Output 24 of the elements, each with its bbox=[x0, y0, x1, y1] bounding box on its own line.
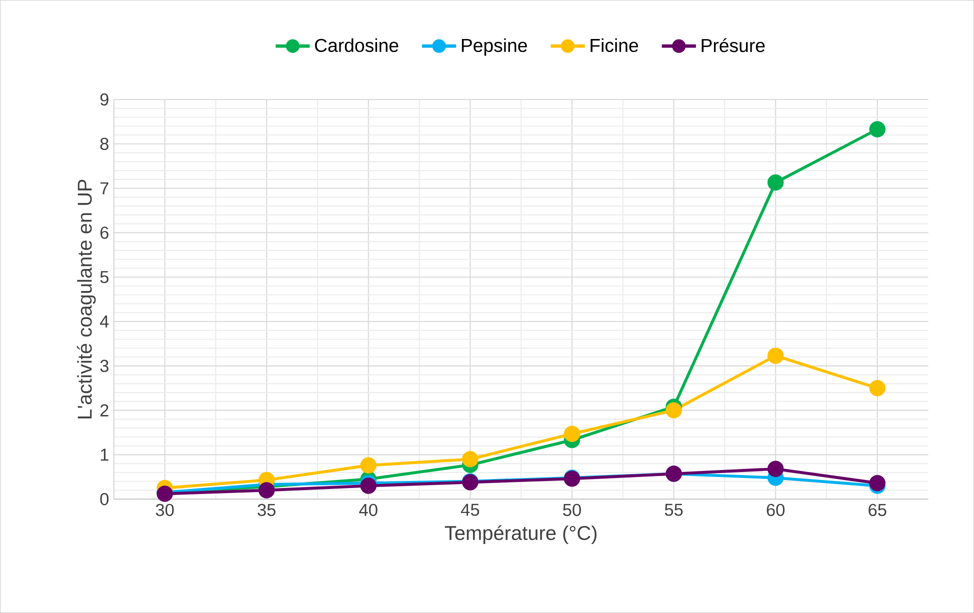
y-tick-label: 4 bbox=[100, 316, 109, 328]
y-axis-title: L'activité coagulante en UP bbox=[76, 180, 96, 418]
x-tick-label: 50 bbox=[563, 504, 581, 516]
y-tick-label: 3 bbox=[100, 360, 108, 372]
y-tick-label: 2 bbox=[100, 404, 108, 416]
y-tick-label: 8 bbox=[100, 138, 108, 150]
legend-label: Cardosine bbox=[315, 38, 398, 52]
x-tick-label: 35 bbox=[258, 504, 276, 516]
legend-label: Ficine bbox=[590, 38, 638, 52]
legend-label: Présure bbox=[702, 38, 765, 52]
y-tick-label: 6 bbox=[100, 226, 108, 239]
x-tick-label: 60 bbox=[766, 504, 785, 516]
x-axis-title: Température (°C) bbox=[444, 525, 596, 544]
y-tick-label: 0 bbox=[100, 492, 109, 506]
x-tick-label: 40 bbox=[359, 504, 378, 516]
y-tick-label: 7 bbox=[100, 182, 108, 194]
y-tick-label: 5 bbox=[100, 271, 108, 284]
y-tick-label: 9 bbox=[100, 93, 108, 106]
x-tick-label: 55 bbox=[664, 504, 683, 516]
x-tick-label: 30 bbox=[156, 504, 174, 516]
x-tick-label: 65 bbox=[868, 504, 886, 516]
legend-label: Pepsine bbox=[462, 38, 527, 56]
y-tick-label: 1 bbox=[100, 448, 108, 461]
x-tick-label: 45 bbox=[460, 504, 480, 516]
